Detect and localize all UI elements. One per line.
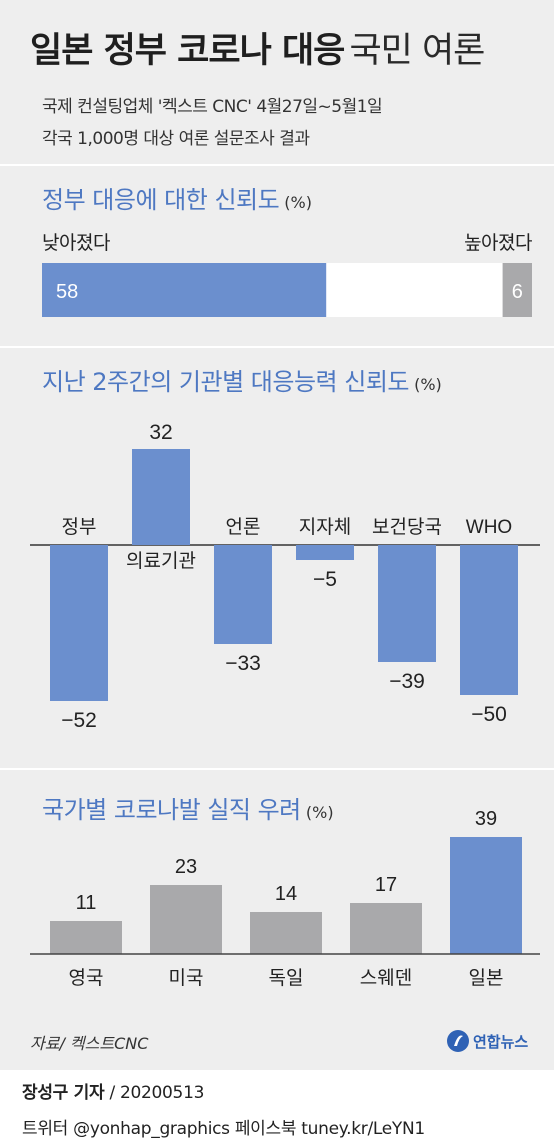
bar-지자체 [296,545,354,560]
subtitle-line-1: 국제 컨설팅업체 '켁스트 CNC' 4월27일~5월1일 [42,97,383,117]
bar-독일 [250,912,322,954]
trust-title: 정부 대응에 대한 신뢰도 [42,186,280,214]
divider [0,768,554,770]
category-label: WHO [466,517,512,538]
value-label: 11 [76,892,97,914]
subtitle-line-2: 각국 1,000명 대상 여론 설문조사 결과 [42,129,310,149]
value-label: −5 [313,568,337,591]
category-label: 언론 [226,516,261,538]
trust-unit: (%) [284,193,312,212]
logo-text: 연합뉴스 [473,1032,529,1051]
byline: 장성구 기자 / 20200513 [22,1078,204,1103]
category-label: 스웨덴 [360,967,412,989]
value-label: 39 [475,808,497,830]
jobs-title: 국가별 코로나발 실직 우려 [42,796,301,824]
bar-trust-lower [42,263,327,317]
page-title: 일본 정부 코로나 대응 국민 여론 [30,22,485,73]
trust-right-label: 높아졌다 [464,232,532,254]
trust-section-heading: 정부 대응에 대한 신뢰도 (%) [42,180,312,215]
category-label: 일본 [469,967,504,989]
trust-left-label: 낮아졌다 [42,232,110,254]
jobs-section-heading: 국가별 코로나발 실직 우려 (%) [42,790,334,825]
divider [0,164,554,166]
institutions-section-heading: 지난 2주간의 기관별 대응능력 신뢰도 (%) [42,362,442,397]
trust-value-higher: 6 [512,281,523,303]
bar-미국 [150,885,222,954]
bar-영국 [50,921,122,954]
category-label: 영국 [69,967,104,989]
category-label: 독일 [269,967,304,989]
source-note: 자료/ 켁스트CNC [30,1034,149,1053]
bar-보건당국 [378,545,436,662]
byline-date: / 20200513 [109,1083,205,1103]
social-links: 트위터 @yonhap_graphics 페이스북 tuney.kr/LeYN1 [22,1119,425,1139]
bar-언론 [214,545,272,644]
bar-WHO [460,545,518,695]
bar-trust-higher [502,263,532,317]
logo: 연합뉴스 [446,1029,528,1053]
title-light: 국민 여론 [349,31,485,71]
value-label: 17 [375,874,397,896]
jobs-unit: (%) [305,803,334,822]
category-label: 정부 [62,516,97,538]
value-label: −33 [225,652,261,675]
category-label: 의료기관 [126,550,196,572]
bar-의료기관 [132,449,190,545]
institutions-title: 지난 2주간의 기관별 대응능력 신뢰도 [42,368,409,396]
category-label: 보건당국 [372,516,442,538]
trust-value-lower: 58 [56,281,78,303]
infographic-panel: 일본 정부 코로나 대응 국민 여론 국제 컨설팅업체 '켁스트 CNC' 4월… [0,0,554,1070]
value-label: −52 [61,709,97,732]
value-label: 23 [175,856,197,878]
jobs-chart: 11 영국 23 미국 14 독일 17 스웨덴 39 일본 [30,808,540,989]
byline-reporter: 장성구 기자 [22,1083,105,1103]
divider [0,346,554,348]
trust-chart: 58 6 [42,263,532,317]
value-label: 14 [275,883,297,905]
institutions-unit: (%) [414,375,442,394]
value-label: −39 [389,670,425,693]
value-label: 32 [149,421,172,444]
bar-정부 [50,545,108,701]
title-bold: 일본 정부 코로나 대응 [30,31,345,71]
yonhap-logo-icon [447,1030,469,1052]
category-label: 미국 [169,967,204,989]
category-label: 지자체 [299,516,351,538]
bar-스웨덴 [350,903,422,954]
value-label: −50 [471,703,507,726]
institutions-chart: 정부 −52 의료기관 32 언론 −33 지자체 −5 보건당국 −39 WHO −50 [30,421,540,732]
bar-일본 [450,837,522,954]
